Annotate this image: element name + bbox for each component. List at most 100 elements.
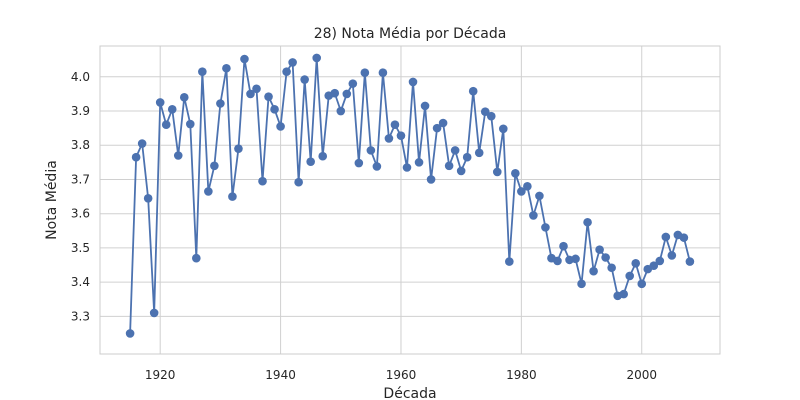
series-line [129, 57, 691, 334]
data-point [637, 279, 647, 289]
data-point [294, 177, 303, 187]
data-point [468, 86, 478, 96]
data-point [505, 257, 514, 266]
data-point [125, 329, 135, 338]
data-point [204, 187, 213, 196]
data-point [336, 106, 346, 116]
data-point [360, 68, 370, 77]
data-point [216, 99, 225, 108]
data-point [607, 263, 616, 273]
x-axis-label: Década [383, 386, 436, 400]
data-point [655, 256, 665, 266]
data-point [499, 124, 508, 134]
data-point [390, 120, 400, 130]
data-point [450, 146, 460, 155]
y-tick-label: 3.7 [71, 172, 90, 186]
data-point [601, 253, 610, 262]
data-point [282, 67, 291, 76]
data-point [270, 105, 279, 114]
data-points [125, 53, 695, 338]
data-point [137, 139, 147, 148]
data-point [185, 119, 195, 129]
data-point [474, 148, 484, 158]
data-point [252, 84, 261, 94]
data-point [354, 158, 364, 168]
data-point [192, 253, 201, 263]
data-point [583, 217, 592, 227]
data-point [300, 75, 309, 84]
data-point [228, 192, 237, 201]
data-point [432, 123, 442, 133]
data-point [173, 151, 183, 160]
data-point [420, 101, 430, 111]
data-point [577, 279, 586, 289]
series-line-layer [129, 57, 691, 334]
data-point [511, 169, 520, 178]
data-point [366, 146, 376, 155]
plot-frame [99, 45, 721, 355]
data-point [631, 259, 641, 268]
data-point [312, 53, 321, 63]
x-tick-label: 1980 [506, 368, 537, 382]
data-point [143, 193, 153, 203]
data-point [179, 93, 189, 102]
data-point [661, 232, 671, 242]
data-point [167, 105, 177, 114]
x-tick-label: 1960 [386, 368, 417, 382]
data-point [240, 54, 249, 64]
chart-title: 28) Nota Média por Década [314, 26, 507, 42]
data-point [131, 152, 141, 162]
data-point [402, 163, 412, 172]
y-tick-labels: 3.3 3.4 3.5 3.6 3.7 3.8 3.9 4.0 [71, 70, 90, 324]
data-point [571, 254, 580, 264]
y-tick-label: 4.0 [71, 70, 90, 84]
data-point [649, 261, 659, 271]
data-point [210, 161, 219, 171]
data-point [246, 89, 255, 99]
data-point [348, 79, 358, 88]
data-point [523, 182, 532, 191]
y-tick-label: 3.3 [71, 309, 90, 323]
data-point [318, 151, 328, 161]
data-point [234, 144, 243, 153]
data-point [288, 58, 297, 67]
data-point [517, 187, 526, 196]
data-point [625, 271, 635, 281]
data-point [462, 152, 472, 162]
data-point [276, 122, 285, 131]
y-tick-label: 3.6 [71, 207, 90, 221]
data-point [480, 107, 490, 117]
data-point [679, 233, 689, 242]
data-point [264, 92, 273, 101]
data-point [529, 211, 538, 220]
y-tick-label: 3.9 [71, 104, 90, 118]
data-point [426, 175, 436, 184]
data-point [685, 257, 695, 266]
data-point [541, 223, 550, 232]
data-point [258, 176, 267, 186]
data-point [384, 134, 394, 143]
data-point [559, 241, 568, 251]
data-point [198, 67, 207, 76]
data-point [342, 89, 352, 99]
data-point [444, 161, 454, 171]
data-point [535, 191, 544, 201]
grid [100, 46, 720, 354]
data-point [306, 157, 315, 166]
data-point [222, 63, 231, 73]
data-point [619, 289, 628, 299]
data-point [595, 245, 604, 254]
y-tick-label: 3.5 [71, 241, 90, 255]
data-point [456, 166, 466, 176]
data-point [408, 77, 418, 87]
y-axis-label: Nota Média [44, 160, 60, 240]
x-tick-label: 1940 [265, 368, 296, 382]
data-point [492, 167, 502, 177]
data-point [161, 120, 171, 130]
data-point [330, 88, 340, 98]
data-point [396, 131, 406, 140]
x-tick-labels: 1920 1940 1960 1980 2000 [145, 368, 657, 382]
data-point [438, 118, 448, 128]
data-point [589, 266, 598, 276]
